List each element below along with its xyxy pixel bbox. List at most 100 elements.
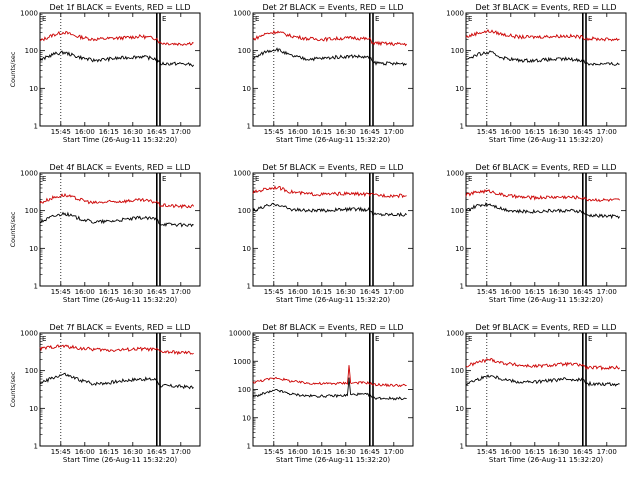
panel-title: Det 2f BLACK = Events, RED = LLD <box>262 3 403 12</box>
x-tick-label: 16:45 <box>147 448 167 456</box>
y-tick-label: 1000 <box>233 10 251 18</box>
x-tick-label: 17:00 <box>171 448 191 456</box>
detector-panel: Det 2f BLACK = Events, RED = LLD 1 10 100 10… <box>233 3 414 144</box>
x-axis-label: Start Time (26-Aug-11 15:32:20) <box>63 136 177 144</box>
panel-title: Det 6f BLACK = Events, RED = LLD <box>475 163 616 172</box>
y-tick-label: 100 <box>238 47 251 55</box>
detector-panel: Det 8f BLACK = Events, RED = LLD 1 10 100 10… <box>229 323 414 464</box>
x-tick-label: 16:45 <box>573 288 593 296</box>
lld-series-line <box>39 192 194 210</box>
y-tick-label: 100 <box>451 207 464 215</box>
event-marker-label: E <box>255 335 259 343</box>
x-tick-label: 16:15 <box>99 448 119 456</box>
detector-panel: Det 5f BLACK = Events, RED = LLD 1 10 100 10… <box>233 163 414 304</box>
event-marker-label: E <box>162 15 166 23</box>
event-marker-label: E <box>42 15 46 23</box>
x-axis-label: Start Time (26-Aug-11 15:32:20) <box>276 456 390 464</box>
x-tick-label: 17:00 <box>597 448 617 456</box>
event-marker-label: E <box>255 175 259 183</box>
detector-panel: Det 1f BLACK = Events, RED = LLD 1 10 100 10… <box>9 3 201 144</box>
lld-series-line <box>40 30 194 47</box>
x-tick-label: 16:30 <box>336 128 356 136</box>
y-tick-label: 1 <box>460 443 464 451</box>
x-tick-label: 16:30 <box>123 128 143 136</box>
x-tick-label: 15:45 <box>264 448 284 456</box>
y-tick-label: 100 <box>25 47 38 55</box>
y-tick-label: 100 <box>238 207 251 215</box>
plot-frame <box>465 172 627 287</box>
y-tick-label: 100 <box>25 207 38 215</box>
x-tick-label: 16:00 <box>501 448 521 456</box>
x-tick-label: 16:15 <box>525 448 545 456</box>
lld-series-line <box>465 189 620 203</box>
y-axis-label: Counts/sec <box>9 211 17 247</box>
y-tick-label: 100 <box>451 367 464 375</box>
events-series-line <box>39 211 194 228</box>
x-tick-label: 16:30 <box>336 448 356 456</box>
x-tick-label: 15:45 <box>51 128 71 136</box>
x-axis-label: Start Time (26-Aug-11 15:32:20) <box>276 296 390 304</box>
x-tick-label: 16:45 <box>360 128 380 136</box>
y-tick-label: 10 <box>29 405 38 413</box>
y-tick-label: 10 <box>455 405 464 413</box>
detector-panel: Det 9f BLACK = Events, RED = LLD 1 10 100 10… <box>446 323 627 464</box>
y-tick-label: 10 <box>29 85 38 93</box>
events-series-line <box>252 377 407 401</box>
y-tick-label: 10 <box>29 245 38 253</box>
x-tick-label: 16:15 <box>312 288 332 296</box>
y-tick-label: 10 <box>242 414 251 422</box>
lld-series-line <box>39 344 194 356</box>
y-tick-label: 1000 <box>446 330 464 338</box>
x-tick-label: 16:30 <box>549 128 569 136</box>
x-tick-label: 17:00 <box>384 288 404 296</box>
y-tick-label: 1000 <box>20 330 38 338</box>
x-tick-label: 15:45 <box>264 288 284 296</box>
panel-title: Det 3f BLACK = Events, RED = LLD <box>475 3 616 12</box>
y-tick-label: 1000 <box>233 358 251 366</box>
event-marker-label: E <box>468 175 472 183</box>
y-tick-label: 1000 <box>20 170 38 178</box>
x-axis-label: Start Time (26-Aug-11 15:32:20) <box>489 296 603 304</box>
events-series-line <box>465 50 620 66</box>
y-tick-label: 1 <box>460 123 464 131</box>
x-tick-label: 16:45 <box>147 128 167 136</box>
events-series-line <box>39 50 194 68</box>
y-tick-label: 10 <box>242 85 251 93</box>
plot-frame <box>465 332 627 447</box>
y-tick-label: 100 <box>451 47 464 55</box>
x-tick-label: 17:00 <box>597 288 617 296</box>
panel-title: Det 4f BLACK = Events, RED = LLD <box>49 163 190 172</box>
lld-series-line <box>465 29 620 42</box>
plot-frame <box>39 172 201 287</box>
detector-panel: Det 4f BLACK = Events, RED = LLD 1 10 100 10… <box>9 163 201 304</box>
x-tick-label: 17:00 <box>597 128 617 136</box>
event-marker-label: E <box>42 175 46 183</box>
y-tick-label: 10 <box>455 85 464 93</box>
y-tick-label: 1000 <box>20 10 38 18</box>
x-tick-label: 16:30 <box>549 448 569 456</box>
y-tick-label: 100 <box>238 386 251 394</box>
detector-panel: Det 6f BLACK = Events, RED = LLD 1 10 100 10… <box>446 163 627 304</box>
event-marker-label: E <box>375 15 379 23</box>
event-marker-label: E <box>468 335 472 343</box>
panel-title: Det 9f BLACK = Events, RED = LLD <box>475 323 616 332</box>
event-marker-label: E <box>588 15 592 23</box>
event-marker-label: E <box>468 15 472 23</box>
x-tick-label: 15:45 <box>51 448 71 456</box>
lld-series-line <box>252 29 407 47</box>
x-tick-label: 17:00 <box>171 128 191 136</box>
x-tick-label: 16:00 <box>288 128 308 136</box>
event-marker-label: E <box>375 335 379 343</box>
y-axis-label: Counts/sec <box>9 371 17 407</box>
plot-frame <box>465 12 627 127</box>
events-series-line <box>252 202 407 218</box>
x-axis-label: Start Time (26-Aug-11 15:32:20) <box>63 456 177 464</box>
panel-title: Det 7f BLACK = Events, RED = LLD <box>49 323 190 332</box>
event-marker-label: E <box>588 335 592 343</box>
x-tick-label: 17:00 <box>171 288 191 296</box>
x-tick-label: 16:15 <box>312 448 332 456</box>
x-tick-label: 15:45 <box>477 288 497 296</box>
y-tick-label: 1000 <box>446 170 464 178</box>
x-tick-label: 16:45 <box>573 128 593 136</box>
